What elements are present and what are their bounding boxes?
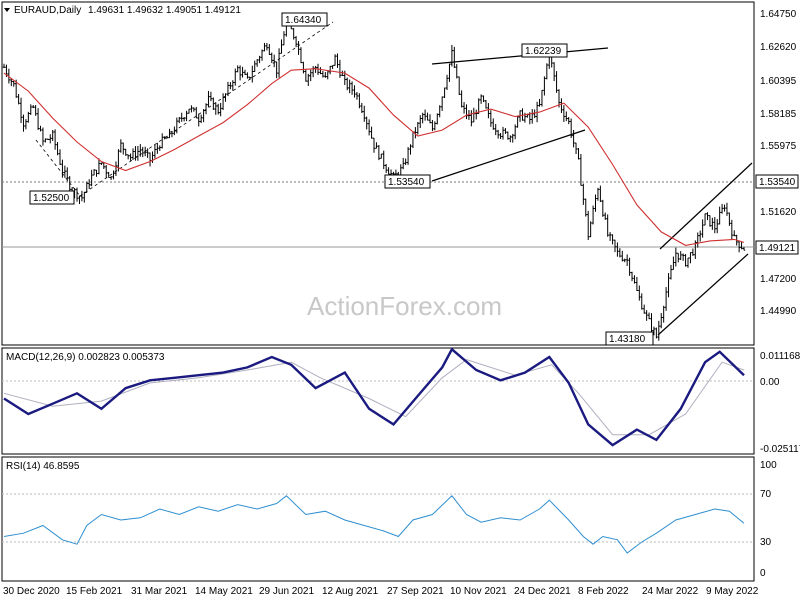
- x-tick-label: 30 Dec 2020: [3, 586, 60, 597]
- macd-tick: -0.025117: [760, 444, 800, 455]
- trendline-lower: [431, 129, 586, 182]
- price-tick: 1.62620: [760, 42, 797, 53]
- price-tick: 1.60395: [760, 76, 797, 87]
- x-tick-label: 27 Sep 2021: [387, 586, 444, 597]
- price-panel-frame: [1, 1, 755, 346]
- trendline-top: [431, 47, 609, 65]
- current-price-box: [755, 240, 799, 255]
- x-tick-label: 10 Nov 2021: [450, 586, 507, 597]
- chart-header: EURAUD,Daily 1.49631 1.49632 1.49051 1.4…: [4, 5, 241, 16]
- level-box: [755, 174, 799, 189]
- macd-tick: 0.00: [760, 377, 780, 388]
- macd-panel-frame: [1, 347, 755, 455]
- x-axis: 30 Dec 2020 15 Feb 2021 31 Mar 2021 14 May …: [3, 586, 759, 597]
- channel-upper: [659, 162, 753, 250]
- moving-average-line: [3, 68, 745, 246]
- x-tick-label: 24 Mar 2022: [642, 586, 699, 597]
- macd-line: [3, 347, 745, 447]
- price-tick: 1.44990: [760, 306, 797, 317]
- price-tick: 1.47200: [760, 274, 797, 285]
- rsi-tick: 0: [760, 568, 766, 579]
- rsi-tick: 100: [760, 460, 777, 471]
- watermark: ActionForex.com: [307, 291, 502, 321]
- price-axis: 1.64750 1.62620 1.60395 1.58185 1.55975 …: [760, 9, 797, 317]
- rsi-panel-frame: [1, 456, 755, 582]
- price-tick: 1.58185: [760, 109, 797, 120]
- price-tick: 1.51620: [760, 207, 797, 218]
- price-annotation-1.52500: 1.52500: [29, 190, 75, 205]
- x-tick-label: 12 Aug 2021: [322, 586, 379, 597]
- price-annotation-1.43180: 1.43180: [605, 331, 654, 346]
- candles: [2, 15, 746, 341]
- x-tick-label: 29 Jun 2021: [259, 586, 314, 597]
- annotation-text: 1.53540: [388, 177, 425, 188]
- macd-tick: 0.011168: [760, 351, 800, 362]
- level-label: 1.53540: [759, 177, 796, 188]
- rsi-tick: 30: [760, 537, 772, 548]
- annotation-text: 1.62239: [525, 46, 562, 57]
- x-tick-label: 14 May 2021: [195, 586, 253, 597]
- price-tick: 1.64750: [760, 9, 797, 20]
- x-tick-label: 9 May 2022: [706, 586, 759, 597]
- price-tick: 1.55975: [760, 141, 797, 152]
- x-tick-label: 31 Mar 2021: [131, 586, 188, 597]
- rsi-title: RSI(14) 46.8595: [6, 461, 80, 472]
- price-annotation-1.53540: 1.53540: [384, 174, 431, 189]
- rsi-line: [3, 495, 745, 554]
- macd-title: MACD(12,26,9) 0.002823 0.005373: [6, 352, 165, 363]
- current-price-label: 1.49121: [759, 243, 796, 254]
- channel-lower: [657, 253, 749, 336]
- annotation-text: 1.52500: [33, 193, 70, 204]
- rsi-tick: 70: [760, 489, 772, 500]
- price-annotation-1.62239: 1.62239: [521, 43, 568, 58]
- macd-signal-line: [3, 359, 745, 436]
- x-tick-label: 15 Feb 2021: [66, 586, 123, 597]
- annotation-text: 1.43180: [609, 334, 646, 345]
- dropdown-triangle-icon: [4, 8, 10, 12]
- x-tick-label: 8 Feb 2022: [578, 586, 629, 597]
- symbol-label: EURAUD,Daily: [14, 5, 81, 16]
- annotation-text: 1.64340: [285, 15, 322, 26]
- ohlc-label: 1.49631 1.49632 1.49051 1.49121: [88, 5, 241, 16]
- x-tick-label: 24 Dec 2021: [514, 586, 571, 597]
- price-annotation-1.64340: 1.64340: [281, 12, 328, 27]
